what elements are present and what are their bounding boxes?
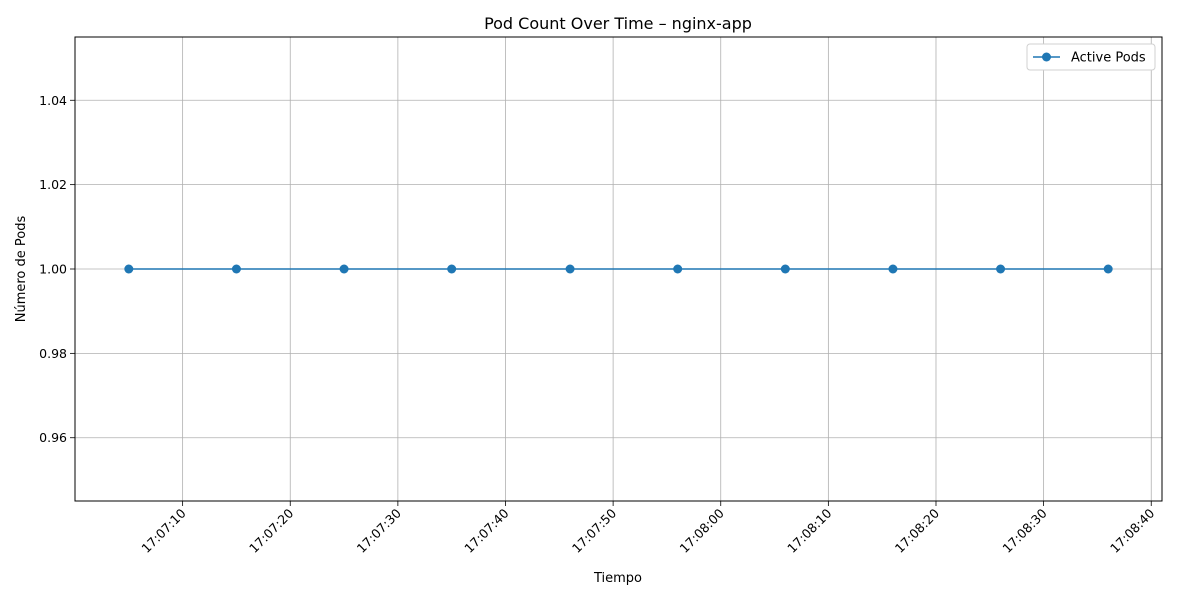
data-point	[447, 264, 457, 274]
x-tick-label: 17:08:40	[1107, 505, 1157, 555]
x-tick-label: 17:08:20	[892, 505, 942, 555]
y-tick-label: 1.00	[39, 262, 67, 277]
x-tick-label: 17:07:10	[138, 505, 188, 555]
y-tick-label: 1.02	[39, 177, 67, 192]
data-point	[565, 264, 575, 274]
y-tick-label: 0.96	[39, 430, 67, 445]
x-tick-label: 17:07:50	[569, 505, 619, 555]
x-tick-label: 17:07:30	[354, 505, 404, 555]
data-point	[673, 264, 683, 274]
data-point	[888, 264, 898, 274]
chart-title: Pod Count Over Time – nginx-app	[484, 14, 752, 33]
legend-box	[1026, 43, 1156, 71]
legend-label: Active Pods	[1071, 51, 1146, 66]
x-axis-label: Tiempo	[593, 571, 642, 586]
y-axis-label: Número de Pods	[14, 216, 29, 323]
data-point	[1103, 264, 1113, 274]
data-point	[231, 264, 241, 274]
legend: Active Pods	[1026, 43, 1156, 71]
x-tick-label: 17:08:30	[999, 505, 1049, 555]
series-layer	[124, 264, 1113, 274]
legend-marker	[1042, 52, 1051, 62]
x-tick-label: 17:07:20	[246, 505, 296, 555]
x-tick-label: 17:07:40	[461, 505, 511, 555]
data-point	[339, 264, 349, 274]
data-point	[124, 264, 134, 274]
y-tick-label: 0.98	[39, 346, 67, 361]
y-tick-label: 1.04	[39, 93, 67, 108]
x-tick-label: 17:08:00	[677, 505, 727, 555]
x-tick-label: 17:08:10	[784, 505, 834, 555]
data-point	[780, 264, 790, 274]
ticks: 17:07:10 17:07:20 17:07:30 17:07:40 17:07:50…	[39, 93, 1157, 556]
data-point	[996, 264, 1006, 274]
